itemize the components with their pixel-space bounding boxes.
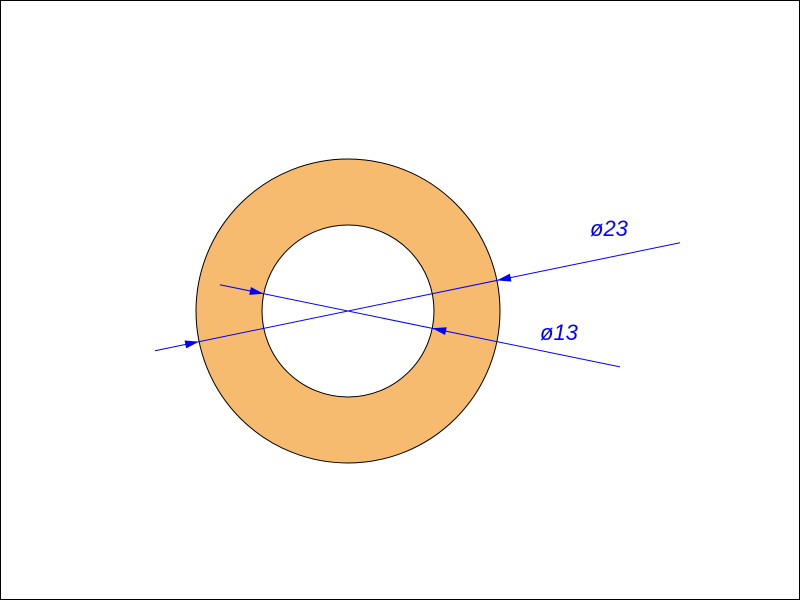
outer-diameter-label: ø23 (590, 216, 629, 241)
inner-diameter-label: ø13 (540, 320, 579, 345)
